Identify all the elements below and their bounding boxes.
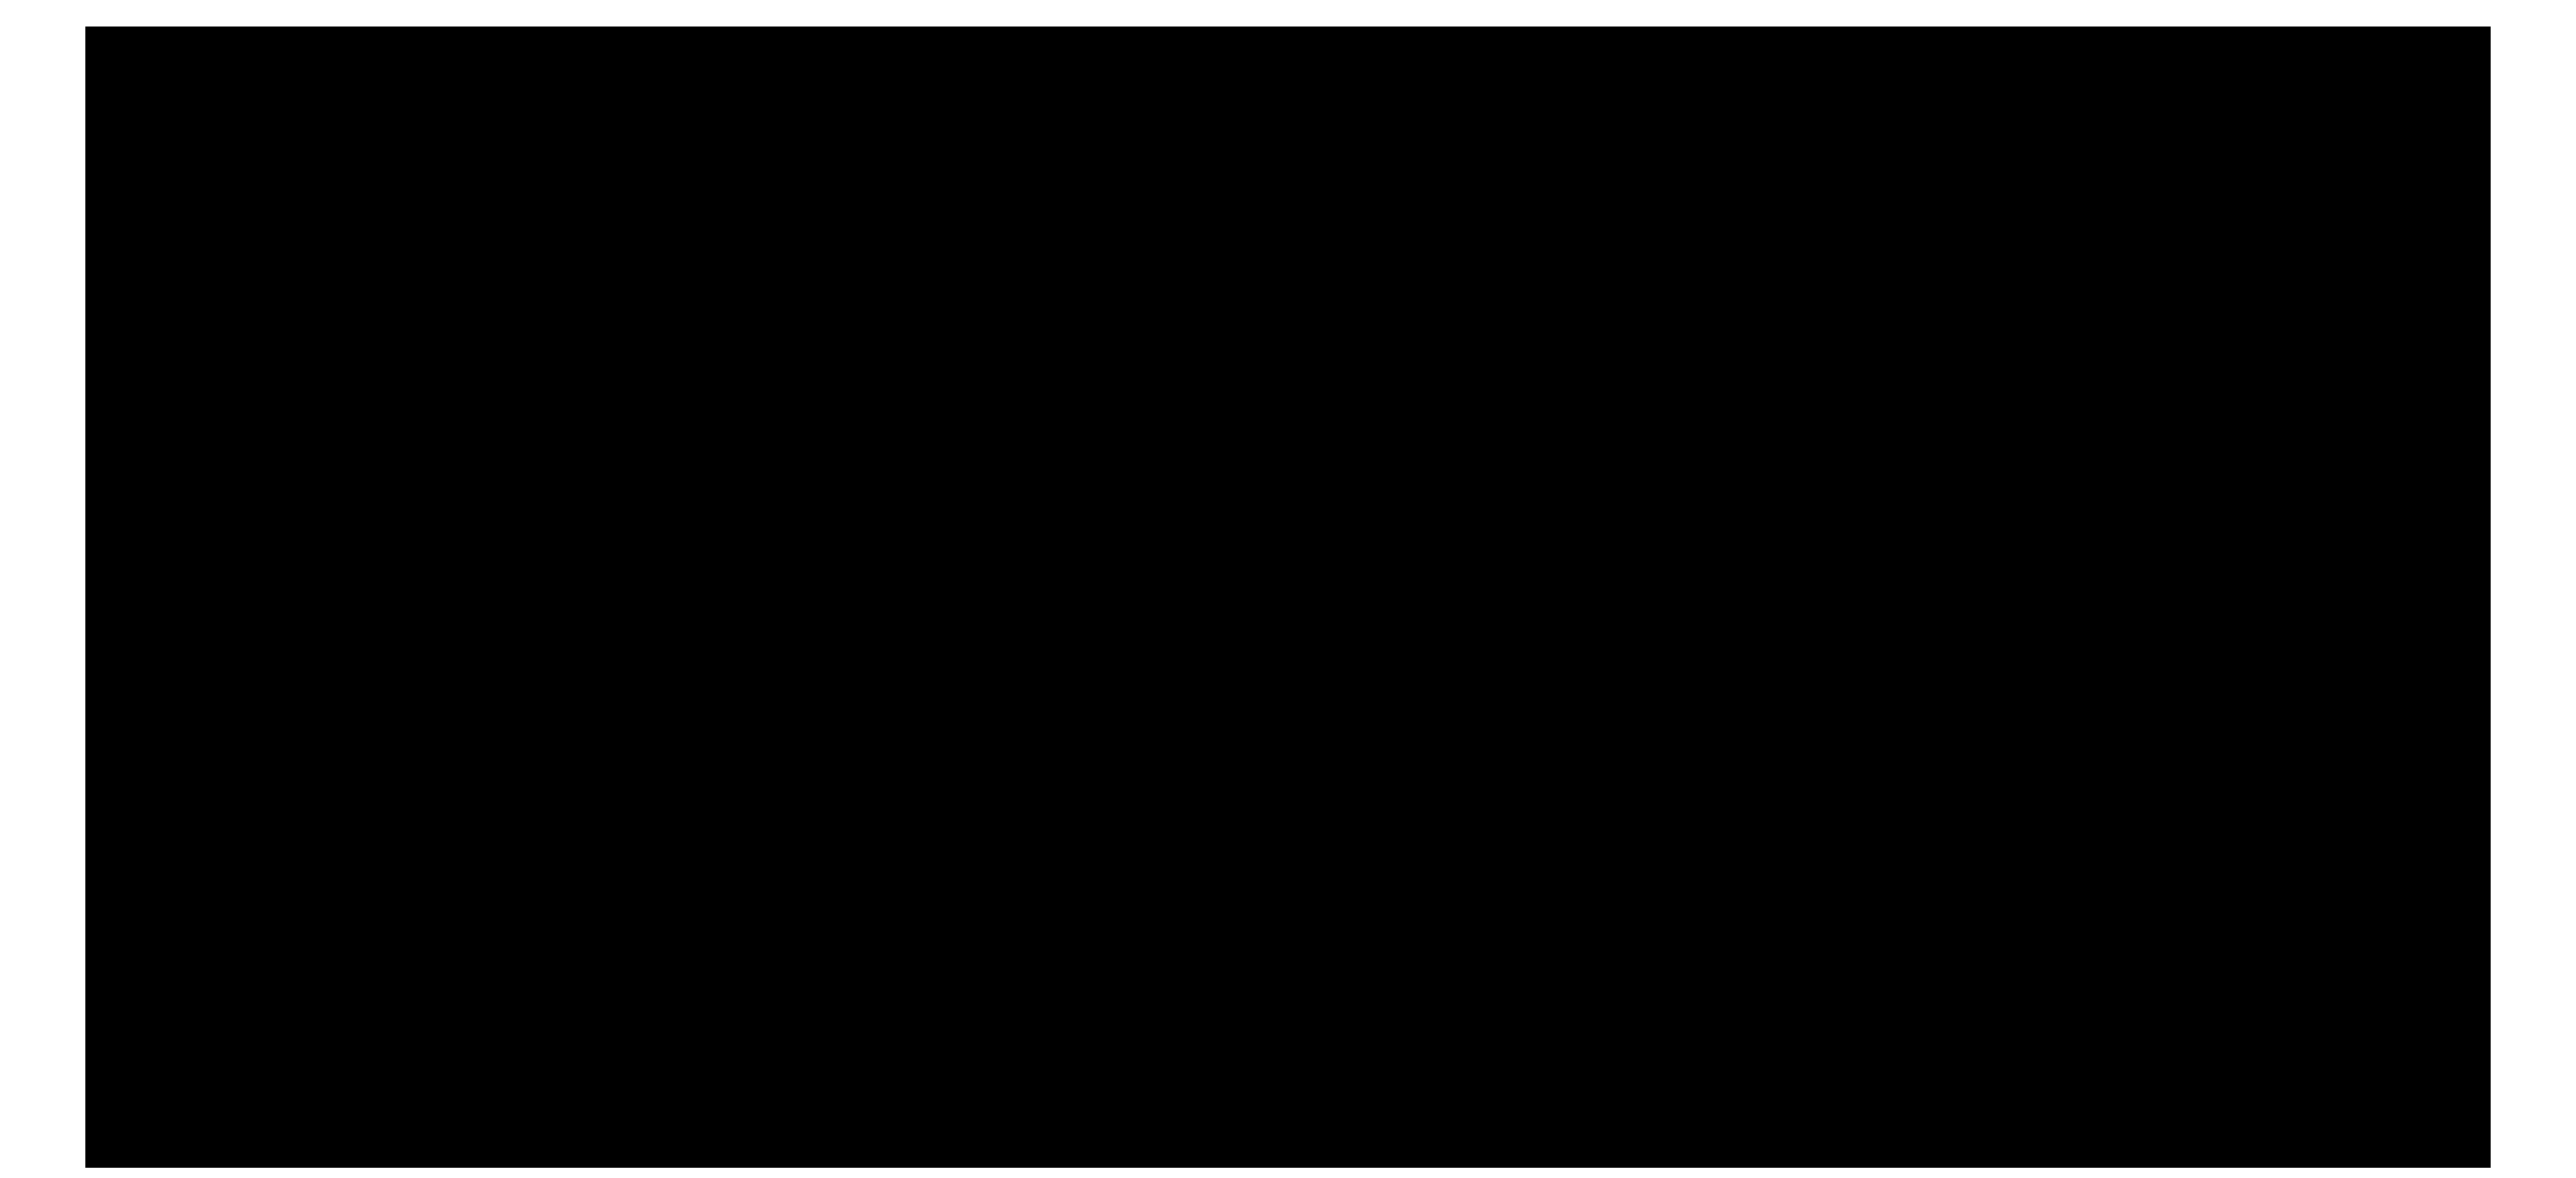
- word-cloud-svg: [85, 27, 2491, 1168]
- word-cloud-canvas: [85, 27, 2491, 1168]
- word-cloud-background: [85, 27, 2491, 1168]
